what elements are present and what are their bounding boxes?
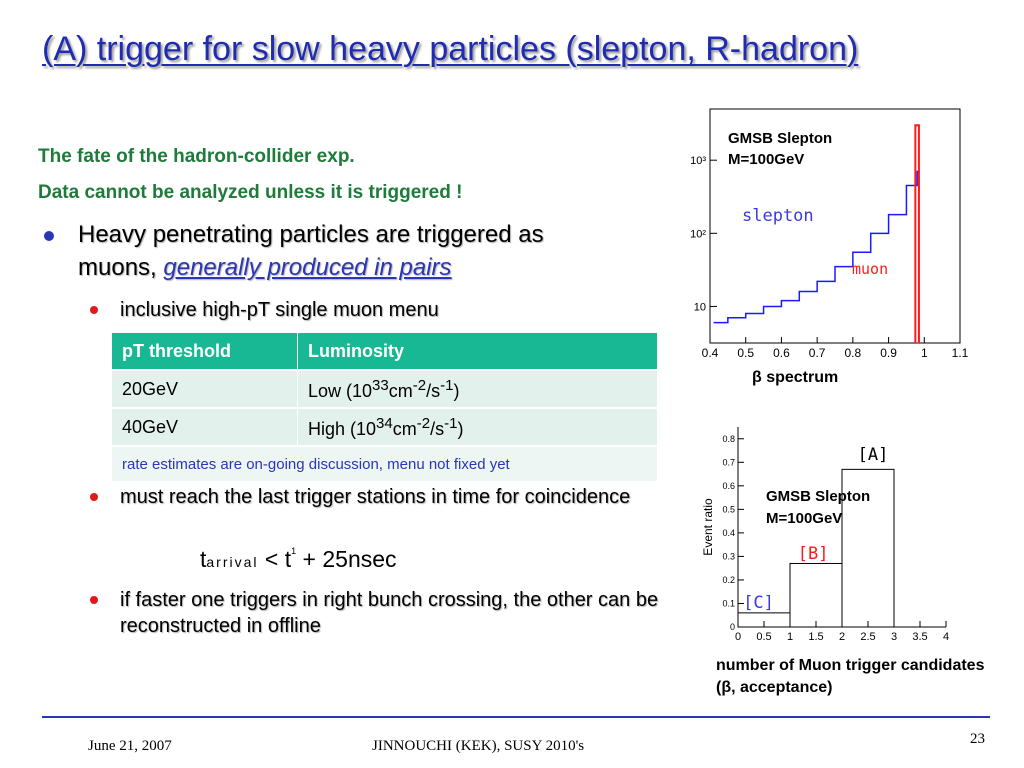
legend-line-2: M=100GeV <box>728 151 804 168</box>
x-tick-label: 3 <box>891 631 897 643</box>
legend-line-2: M=100GeV <box>766 510 842 527</box>
footer-date: June 21, 2007 <box>88 738 172 754</box>
x-tick-label: 1.1 <box>952 346 969 360</box>
sub-bullet-menu: inclusive high-pT single muon menu <box>120 299 439 321</box>
table-header-threshold: pT threshold <box>112 333 298 370</box>
sub-bullet-dot <box>90 306 98 314</box>
x-tick-label: 1 <box>921 346 928 360</box>
pairs-link[interactable]: generally produced in pairs <box>163 254 452 281</box>
slide-title: (A) trigger for slow heavy particles (sl… <box>42 30 859 68</box>
sub-bullet-dot <box>90 596 98 604</box>
sub-bullet-dot <box>90 493 98 501</box>
x-tick-label: 0.7 <box>809 346 826 360</box>
plot-frame <box>709 108 961 344</box>
x-tick-label: 2 <box>839 631 845 643</box>
bar-label: [C] <box>743 593 774 613</box>
y-tick-label: 0.7 <box>722 457 735 467</box>
y-tick-label: 0.6 <box>722 481 735 491</box>
slepton-label: slepton <box>742 206 814 226</box>
bar-label: [B] <box>798 544 829 564</box>
table-cell-threshold: 20GeV <box>112 369 298 408</box>
table-cell-threshold: 40GeV <box>112 407 298 446</box>
x-tick-label: 3.5 <box>912 631 927 643</box>
sub-bullet-timing: must reach the last trigger stations in … <box>120 486 631 508</box>
y-tick-label: 10 <box>694 301 706 313</box>
x-tick-label: 2.5 <box>860 631 875 643</box>
legend-line-1: GMSB Slepton <box>766 488 870 505</box>
x-tick-label: 0 <box>735 631 741 643</box>
y-tick-label: 10³ <box>690 155 706 167</box>
y-tick-label: 0.1 <box>722 598 735 608</box>
slepton-series <box>713 170 920 343</box>
timing-formula: tarrival < t1 + 25nsec <box>200 546 397 572</box>
bar-label: [A] <box>858 445 889 465</box>
bar <box>789 562 843 628</box>
bar <box>841 468 895 628</box>
muon-label: muon <box>852 260 888 278</box>
y-tick-label: 0.4 <box>722 528 735 538</box>
legend-box <box>724 123 854 173</box>
table-row: 20GeV Low (1033cm-2/s-1) <box>112 369 658 408</box>
intro-line-2: Data cannot be analyzed unless it is tri… <box>38 182 463 203</box>
y-tick-label: 0 <box>730 622 735 632</box>
x-tick-label: 0.4 <box>702 346 719 360</box>
x-tick-label: 4 <box>943 631 949 643</box>
x-tick-label: 1 <box>787 631 793 643</box>
footer-divider <box>42 716 990 718</box>
bullet-dot <box>44 231 54 241</box>
y-axis-label: Event ratio <box>701 498 715 556</box>
y-tick-label: 0.3 <box>722 551 735 561</box>
x-tick-label: 0.5 <box>737 346 754 360</box>
footer-page-number: 23 <box>970 731 985 747</box>
sub-bullet-offline: if faster one triggers in right bunch cr… <box>120 589 659 637</box>
muon-series <box>914 124 920 343</box>
x-tick-label: 0.6 <box>773 346 790 360</box>
table-cell-luminosity: High (1034cm-2/s-1) <box>297 407 658 446</box>
y-tick-label: 0.8 <box>722 434 735 444</box>
y-tick-label: 0.2 <box>722 575 735 585</box>
threshold-table: pT threshold Luminosity 20GeV Low (1033c… <box>112 333 658 481</box>
bullet-text-b: muons, <box>78 254 164 281</box>
bullet-text-a: Heavy penetrating particles are triggere… <box>78 221 544 248</box>
legend-line-1: GMSB Slepton <box>728 130 832 147</box>
x-tick-label: 0.8 <box>845 346 862 360</box>
beta-spectrum-caption: β spectrum <box>752 369 839 386</box>
footer-center: JINNOUCHI (KEK), SUSY 2010's <box>372 738 585 754</box>
beta-spectrum-chart: 0.4 0.5 0.6 0.7 0.8 0.9 1 1.1 10 10² 10³ GMSB Slept… <box>680 101 970 363</box>
table-header-luminosity: Luminosity <box>297 333 658 370</box>
event-ratio-chart: 0 0.1 0.2 0.3 0.4 0.5 0.6 0.7 0.8 0 0.5 1 1.5 2 2.5 3 3.… <box>700 421 958 645</box>
event-ratio-caption: number of Muon trigger candidates (β, ac… <box>716 657 985 696</box>
y-tick-label: 0.5 <box>722 504 735 514</box>
y-tick-label: 10² <box>690 228 706 240</box>
table-note: rate estimates are on-going discussion, … <box>112 445 658 481</box>
x-tick-label: 0.9 <box>880 346 897 360</box>
table-cell-luminosity: Low (1033cm-2/s-1) <box>297 369 658 408</box>
table-note-row: rate estimates are on-going discussion, … <box>112 445 658 481</box>
intro-line-1: The fate of the hadron-collider exp. <box>38 146 355 167</box>
x-tick-label: 1.5 <box>808 631 823 643</box>
x-tick-label: 0.5 <box>756 631 771 643</box>
table-row: 40GeV High (1034cm-2/s-1) <box>112 407 658 446</box>
bullet-heavy-particles: Heavy penetrating particles are triggere… <box>78 218 648 284</box>
